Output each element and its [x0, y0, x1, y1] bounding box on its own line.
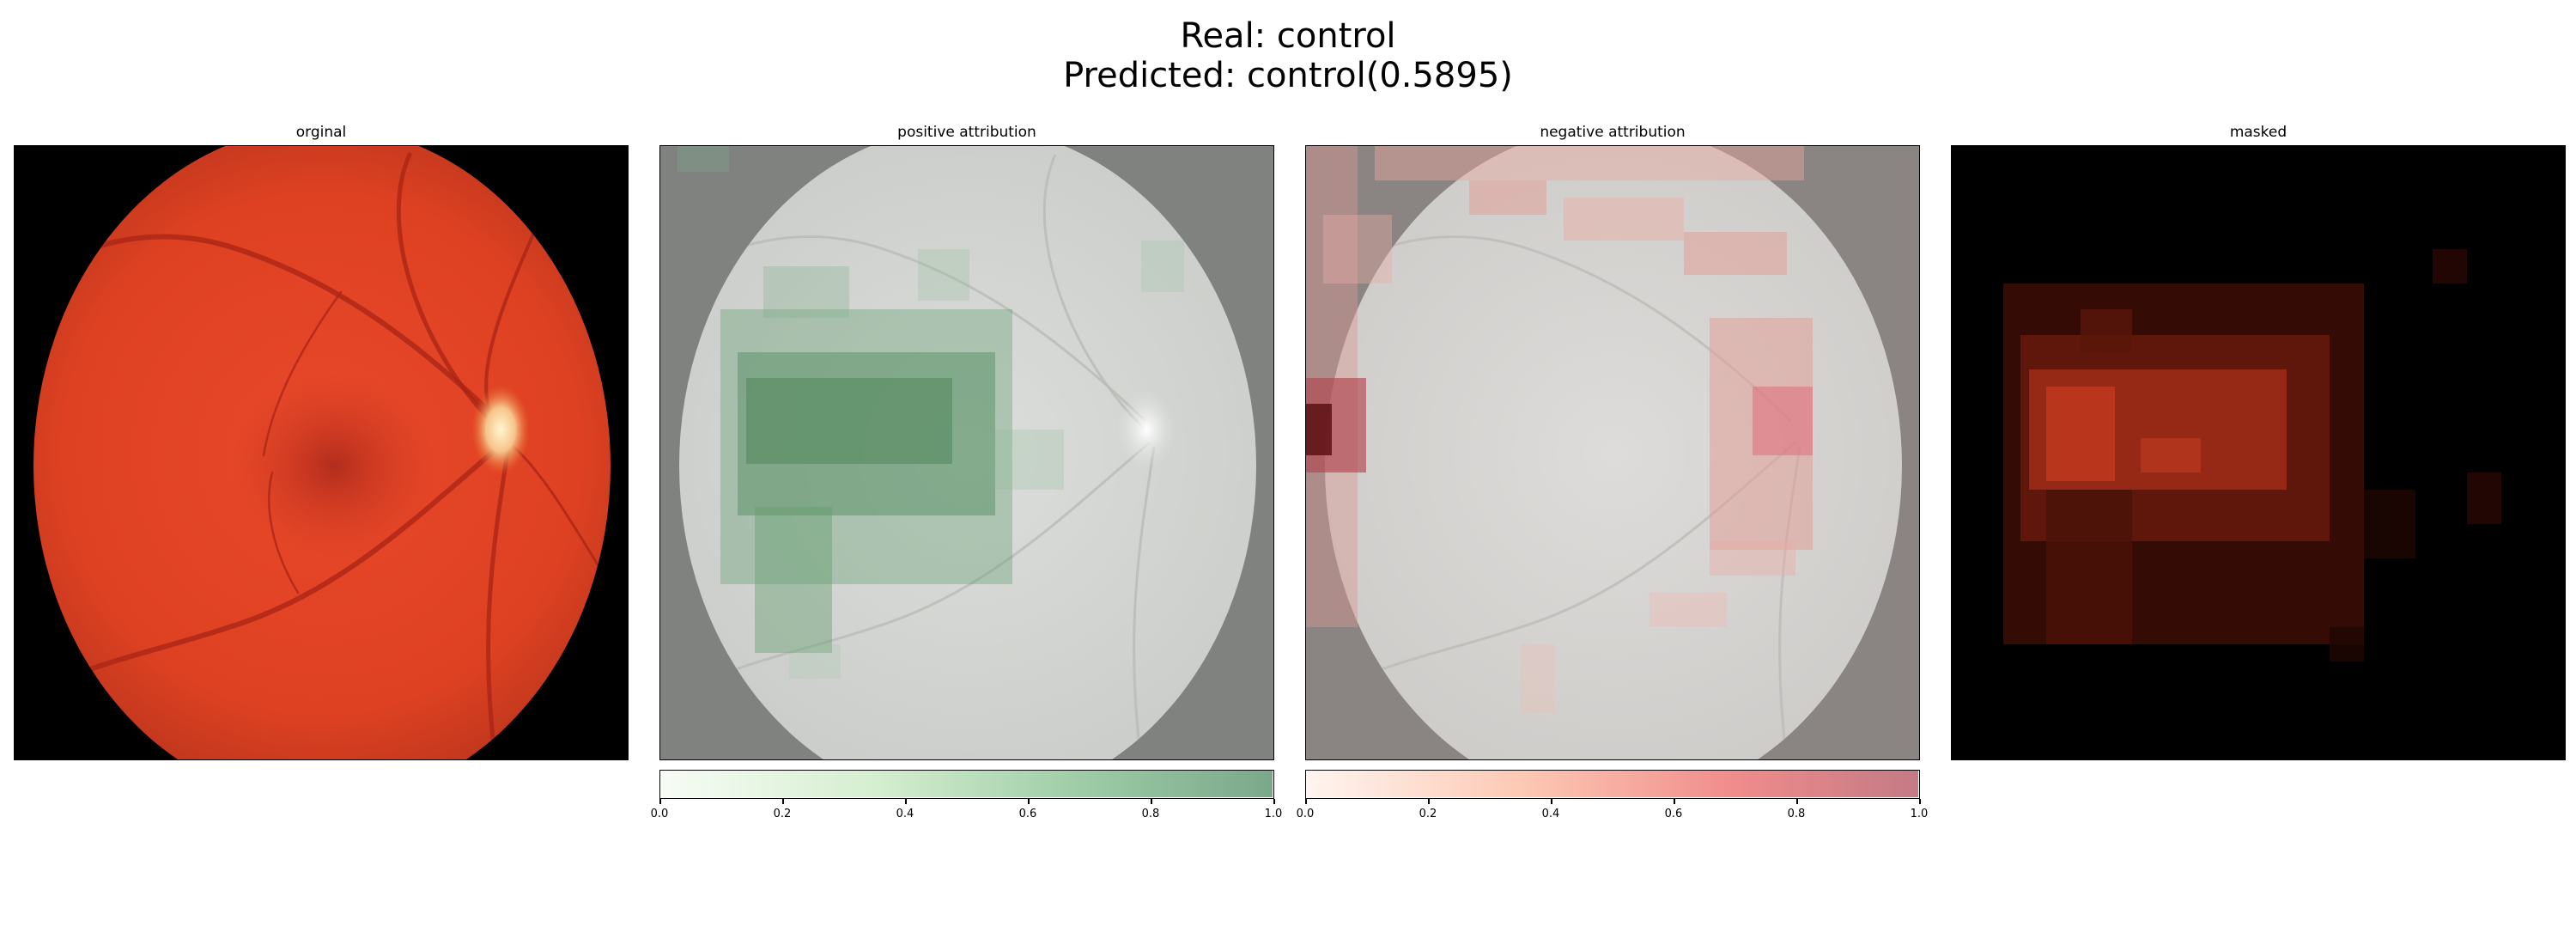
positive-attribution-map: [659, 145, 1274, 760]
figure-title-predicted: Predicted: control(0.5895): [1063, 56, 1513, 95]
tick: [659, 799, 661, 804]
panel-title-negative-attribution: negative attribution: [1540, 124, 1686, 141]
negative-colorbar: [1305, 770, 1920, 799]
tick: [1428, 799, 1430, 804]
tick: [905, 799, 907, 804]
tick: [1919, 799, 1921, 804]
tick: [1273, 799, 1275, 804]
tick-label: 1.0: [1910, 808, 1929, 820]
positive-attribution-heat-patches: [677, 146, 1184, 679]
tick-label: 0.2: [1419, 808, 1437, 820]
panel-title-positive-attribution: positive attribution: [897, 124, 1036, 141]
masked-image: [1951, 145, 2566, 760]
tick-label: 1.0: [1264, 808, 1283, 820]
tick-label: 0.0: [1296, 808, 1315, 820]
tick: [1028, 799, 1030, 804]
tick: [1551, 799, 1552, 804]
tick: [1796, 799, 1798, 804]
tick-label: 0.6: [1018, 808, 1037, 820]
original-fundus-image: [14, 145, 629, 760]
tick: [1305, 799, 1307, 804]
tick: [782, 799, 784, 804]
negative-attribution-heat-patches: [1306, 146, 1813, 713]
tick-label: 0.0: [650, 808, 669, 820]
tick-label: 0.4: [896, 808, 914, 820]
tick: [1151, 799, 1152, 804]
masked-visible-regions: [2003, 249, 2501, 662]
tick-label: 0.8: [1141, 808, 1160, 820]
tick: [1674, 799, 1675, 804]
tick-label: 0.6: [1664, 808, 1683, 820]
tick-label: 0.4: [1541, 808, 1560, 820]
panel-title-original: orginal: [295, 124, 347, 141]
panel-title-masked: masked: [2229, 124, 2287, 141]
tick-label: 0.8: [1787, 808, 1806, 820]
positive-colorbar: [659, 770, 1274, 799]
tick-label: 0.2: [773, 808, 792, 820]
figure-title-real: Real: control: [1180, 16, 1396, 56]
negative-attribution-map: [1305, 145, 1920, 760]
